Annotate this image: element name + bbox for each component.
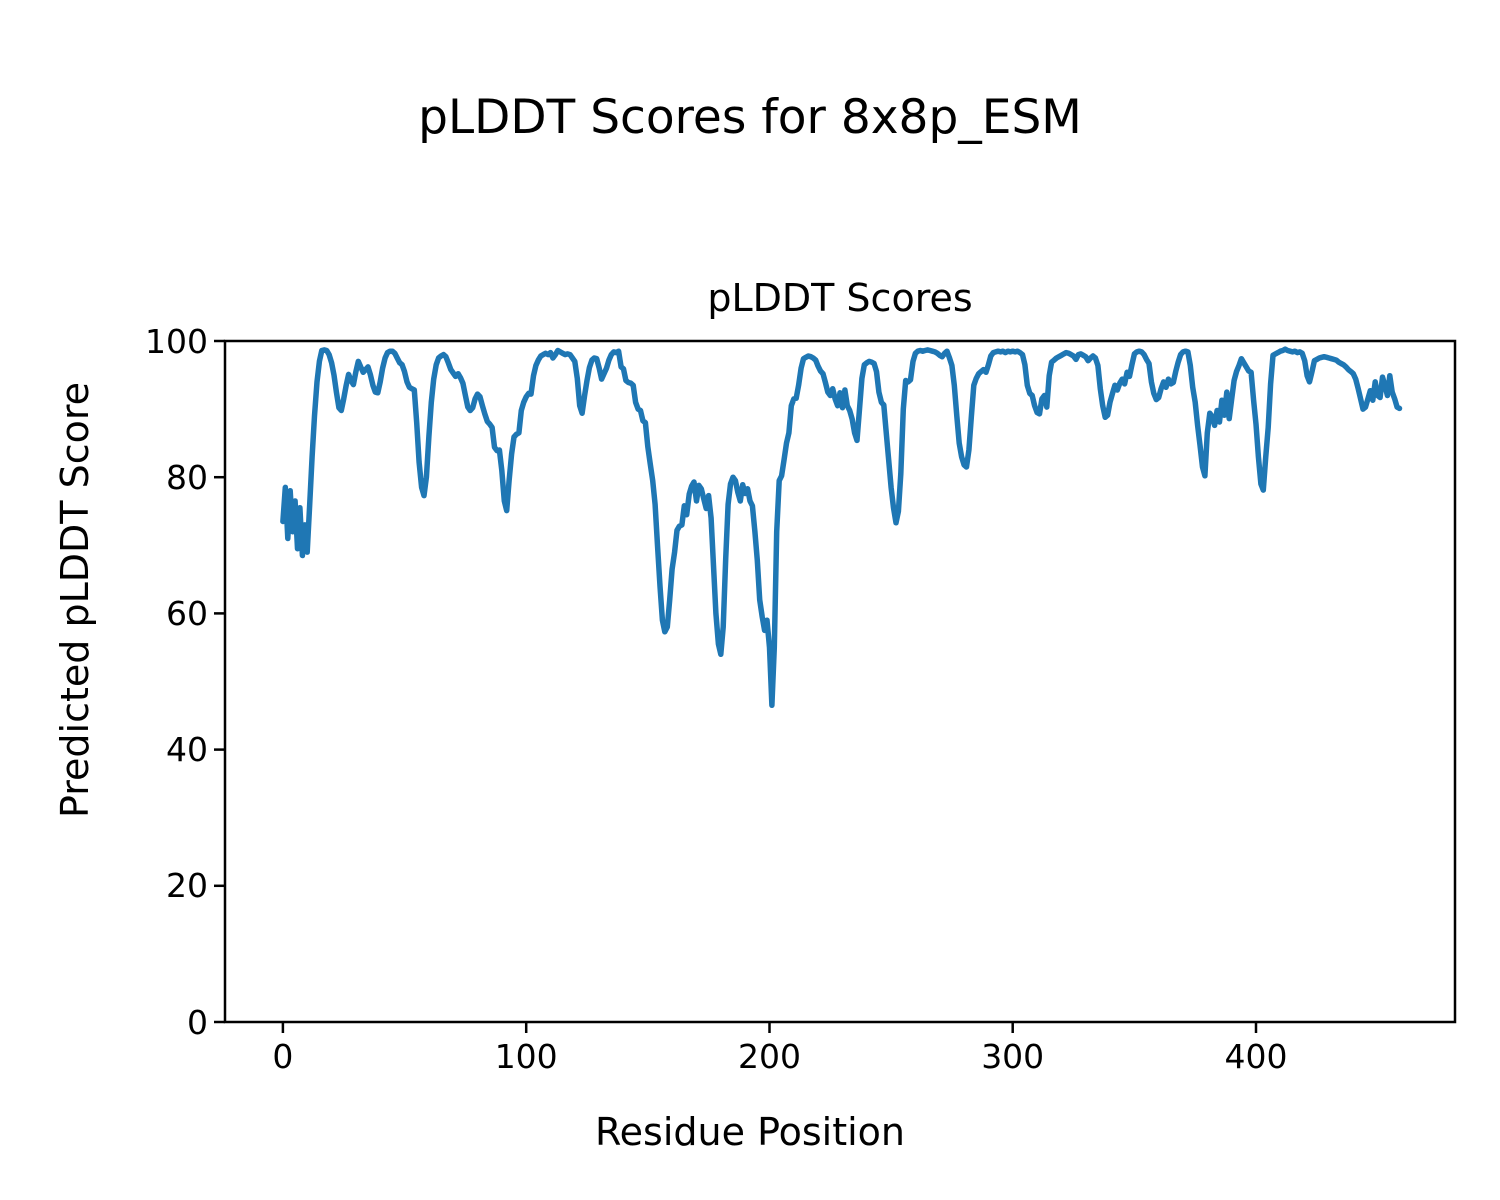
axes-title: pLDDT Scores xyxy=(707,276,973,320)
x-tick-label: 0 xyxy=(272,1037,294,1076)
y-tick-label: 80 xyxy=(166,457,208,497)
axes-frame xyxy=(223,339,1457,1024)
y-tick-label: 100 xyxy=(145,321,208,361)
x-tick-label: 100 xyxy=(494,1037,558,1076)
y-tick-label: 20 xyxy=(166,866,208,906)
x-tick-label: 200 xyxy=(738,1037,801,1076)
y-tick-label: 0 xyxy=(187,1002,208,1042)
x-axis-label: Residue Position xyxy=(594,1110,906,1154)
x-tick-label: 300 xyxy=(981,1037,1045,1076)
figure-title: pLDDT Scores for 8x8p_ESM xyxy=(418,90,1082,145)
plddt-line xyxy=(280,346,1403,709)
x-tick-label: 400 xyxy=(1224,1037,1288,1076)
y-tick-label: 40 xyxy=(166,730,208,770)
y-tick-label: 60 xyxy=(166,593,208,633)
